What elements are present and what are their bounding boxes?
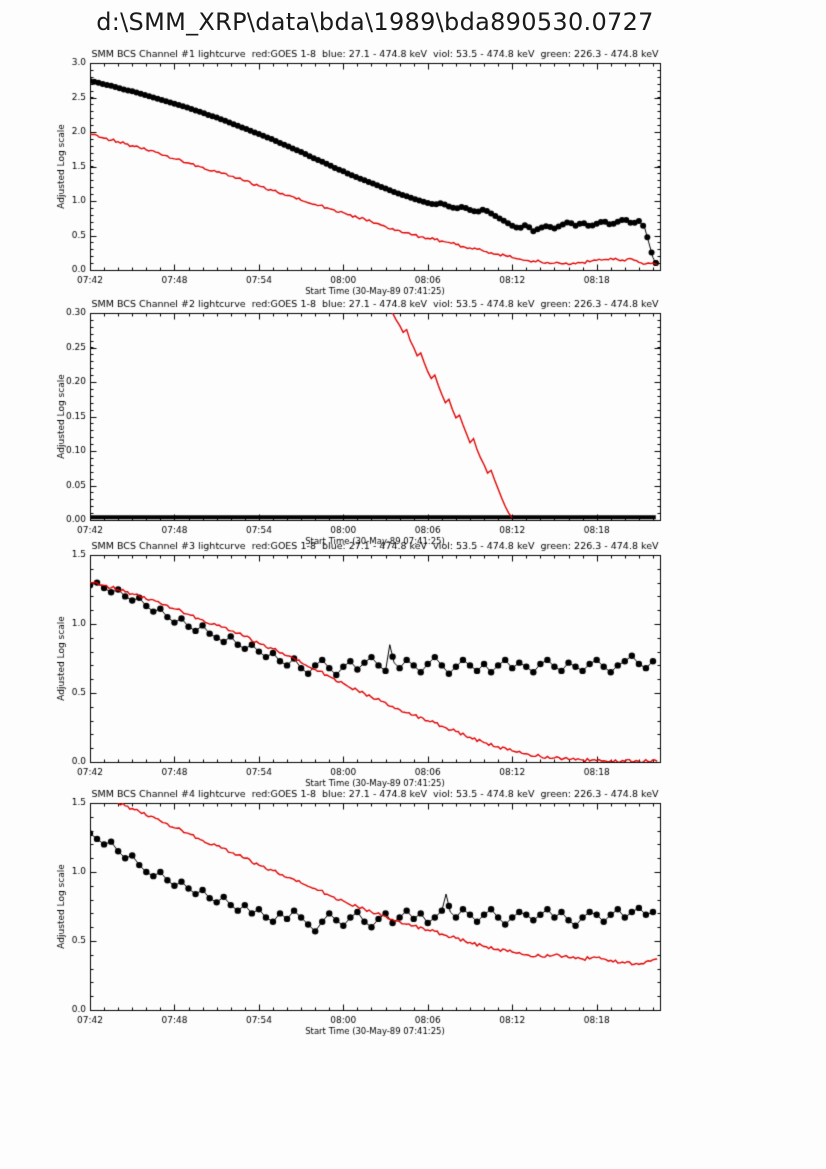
chart-panel-2 xyxy=(0,295,740,547)
lightcurve-canvas-2 xyxy=(0,295,740,547)
chart-panel-3 xyxy=(0,537,740,789)
lightcurve-canvas-1 xyxy=(0,45,740,297)
chart-panel-4 xyxy=(0,785,740,1037)
lightcurve-canvas-3 xyxy=(0,537,740,789)
chart-panel-1 xyxy=(0,45,740,297)
page-title: d:\SMM_XRP\data\bda\1989\bda890530.0727 xyxy=(96,8,654,36)
lightcurve-canvas-4 xyxy=(0,785,740,1037)
